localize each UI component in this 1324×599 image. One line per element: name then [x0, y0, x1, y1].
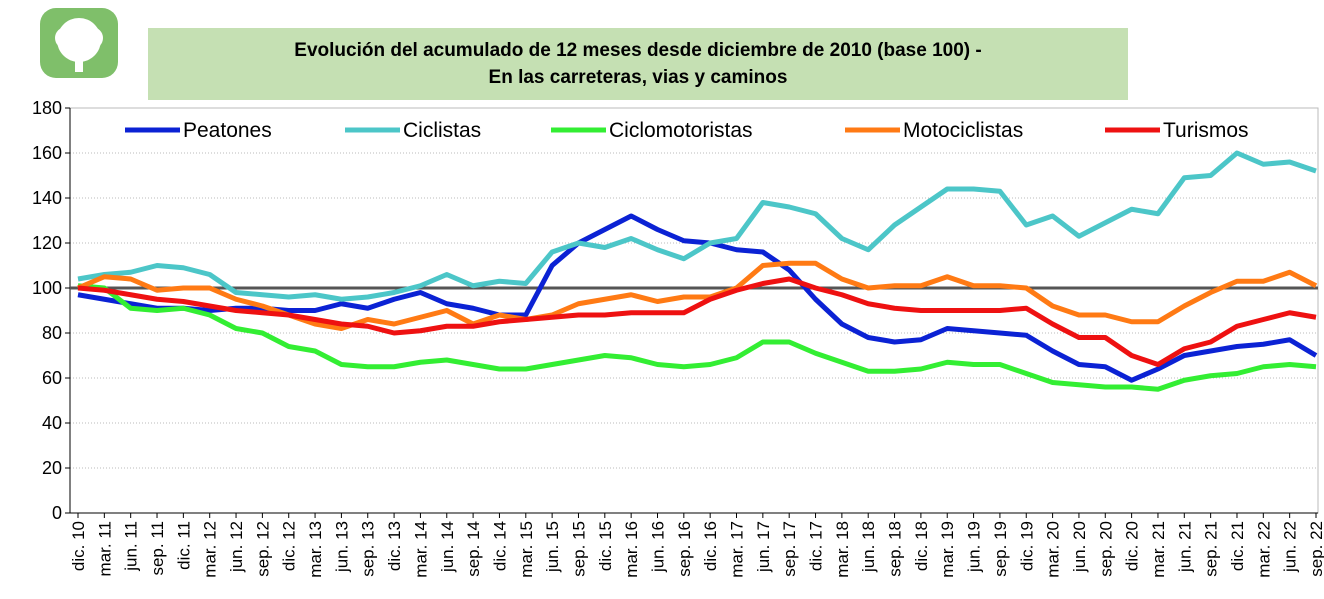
series-line [77, 283, 1317, 392]
x-tick-label: jun. 15 [543, 521, 562, 573]
x-tick-label: mar. 12 [201, 521, 220, 578]
chart-subtitle: En las carreteras, vias y caminos [489, 67, 788, 88]
x-tick-label: sep. 11 [148, 521, 167, 576]
x-tick-label: sep. 20 [1096, 521, 1115, 577]
x-tick-label: mar. 21 [1149, 521, 1168, 578]
x-tick-label: sep. 16 [675, 521, 694, 577]
x-tick-label: dic. 21 [1228, 521, 1247, 571]
legend-label: Ciclomotoristas [609, 119, 753, 142]
x-tick-label: jun. 13 [332, 521, 351, 573]
x-tick-label: mar. 15 [517, 521, 536, 578]
legend-label: Ciclistas [403, 119, 481, 142]
x-tick-label: dic. 18 [912, 521, 931, 571]
x-tick-label: sep. 22 [1307, 521, 1324, 577]
x-tick-label: sep. 12 [253, 521, 272, 577]
y-tick-label: 0 [52, 503, 62, 523]
series-line [77, 276, 1317, 367]
x-tick-label: sep. 13 [359, 521, 378, 577]
y-tick-label: 100 [32, 278, 62, 298]
chart-title: Evolución del acumulado de 12 meses desd… [294, 40, 981, 61]
y-tick-label: 60 [42, 368, 62, 388]
x-tick-label: dic. 10 [69, 521, 88, 571]
x-tick-label: dic. 14 [490, 521, 509, 571]
x-tick-label: sep. 19 [991, 521, 1010, 577]
x-tick-label: mar. 20 [1044, 521, 1063, 578]
x-tick-label: dic. 13 [385, 521, 404, 571]
x-tick-label: sep. 17 [780, 521, 799, 577]
x-tick-label: jun. 14 [438, 521, 457, 573]
x-tick-label: jun. 18 [859, 521, 878, 573]
x-tick-label: jun. 19 [965, 521, 984, 573]
x-tick-label: mar. 17 [728, 521, 747, 578]
series-line [77, 150, 1317, 302]
y-tick-label: 180 [32, 98, 62, 118]
x-tick-label: sep. 18 [886, 521, 905, 577]
x-tick-label: sep. 21 [1202, 521, 1221, 577]
x-tick-label: mar. 14 [411, 521, 430, 578]
x-tick-label: dic. 19 [1017, 521, 1036, 571]
x-tick-label: dic. 16 [701, 521, 720, 571]
y-tick-label: 140 [32, 188, 62, 208]
legend-label: Peatones [183, 119, 272, 142]
legend-label: Turismos [1163, 119, 1249, 142]
logo [40, 8, 118, 78]
x-tick-label: sep. 14 [464, 521, 483, 577]
y-tick-label: 40 [42, 413, 62, 433]
legend-label: Motociclistas [903, 119, 1023, 142]
x-tick-label: jun. 20 [1070, 521, 1089, 573]
x-tick-label: dic. 15 [596, 521, 615, 571]
x-tick-label: mar. 16 [622, 521, 641, 578]
x-tick-label: jun. 16 [648, 521, 667, 573]
x-tick-label: dic. 12 [280, 521, 299, 571]
x-tick-label: dic. 11 [174, 521, 193, 570]
x-tick-label: jun. 12 [227, 521, 246, 573]
title-box [148, 28, 1128, 100]
x-tick-label: mar. 19 [938, 521, 957, 578]
series-line [77, 213, 1318, 383]
x-tick-label: jun. 11 [122, 521, 141, 572]
x-tick-label: mar. 22 [1254, 521, 1273, 578]
y-tick-label: 120 [32, 233, 62, 253]
x-tick-label: mar. 13 [306, 521, 325, 578]
x-tick-label: jun. 22 [1281, 521, 1300, 573]
x-tick-label: dic. 20 [1123, 521, 1142, 571]
y-tick-label: 80 [42, 323, 62, 343]
y-tick-label: 160 [32, 143, 62, 163]
x-tick-label: jun. 17 [754, 521, 773, 573]
x-tick-label: mar. 11 [95, 521, 114, 576]
x-tick-label: sep. 15 [569, 521, 588, 577]
x-tick-label: mar. 18 [833, 521, 852, 578]
y-tick-label: 20 [42, 458, 62, 478]
x-tick-label: dic. 17 [807, 521, 826, 571]
x-tick-label: jun. 21 [1175, 521, 1194, 573]
